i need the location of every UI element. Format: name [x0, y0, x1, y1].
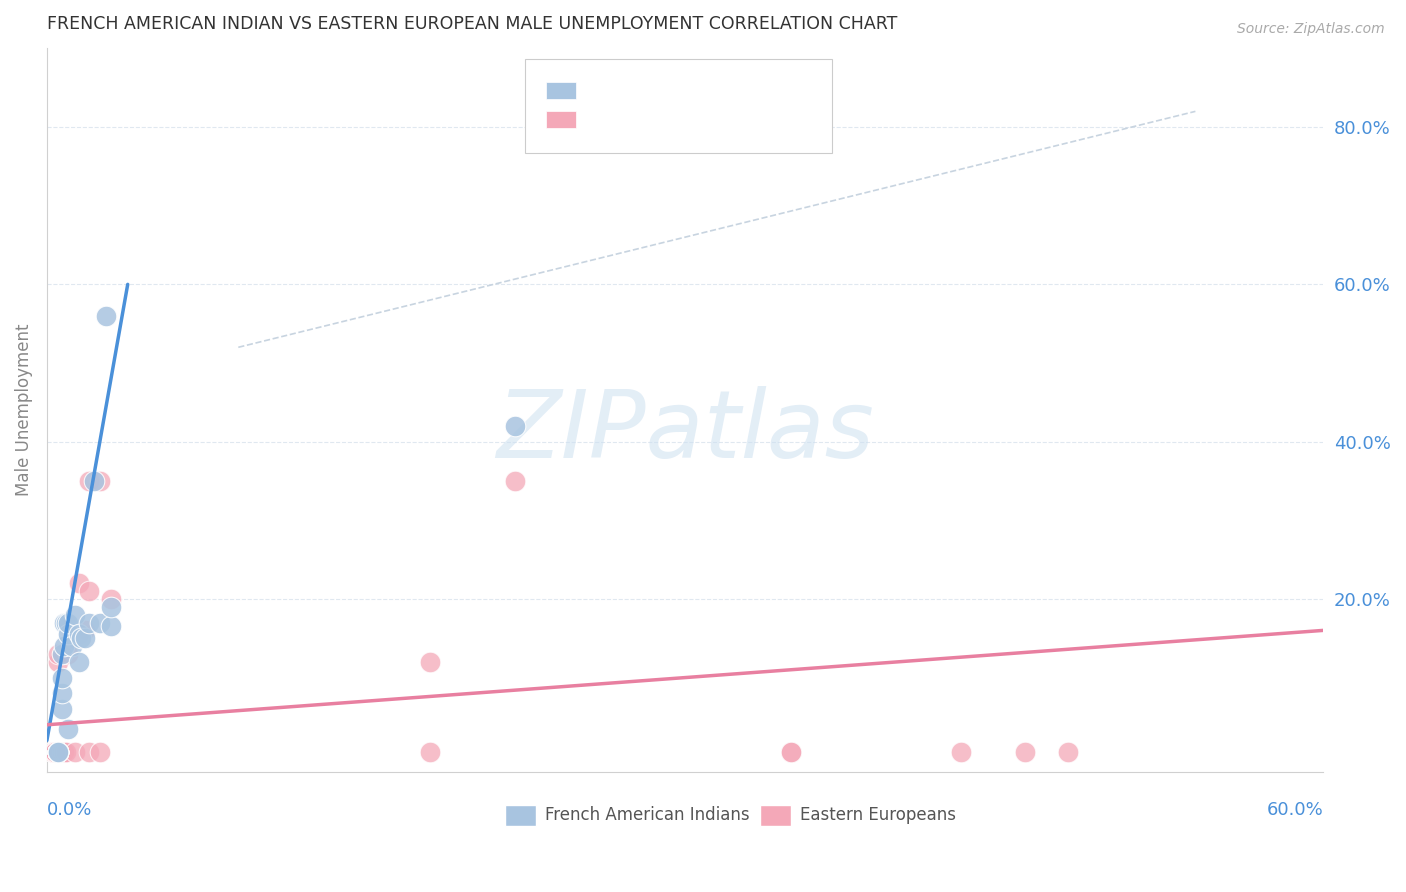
Point [56, 722, 79, 736]
Point [46, 745, 69, 759]
Point [44, 745, 66, 759]
Point [67, 627, 90, 641]
Point [42, 745, 65, 759]
Point [51, 745, 73, 759]
Point [46, 745, 69, 759]
Text: French American Indians: French American Indians [544, 806, 749, 824]
Text: N = 44: N = 44 [709, 111, 776, 128]
FancyBboxPatch shape [546, 111, 576, 128]
Point [44, 745, 66, 759]
Point [44, 745, 66, 759]
Point [46, 745, 69, 759]
Point [96, 309, 118, 323]
Text: ZIPatlas: ZIPatlas [496, 386, 875, 477]
Point [52, 745, 75, 759]
Point [46, 745, 69, 759]
Point [46, 745, 69, 759]
Point [1056, 745, 1078, 759]
Text: 60.0%: 60.0% [1267, 801, 1323, 819]
Point [46, 745, 69, 759]
Point [46, 745, 69, 759]
Point [1014, 745, 1036, 759]
Point [46, 745, 69, 759]
Point [100, 599, 122, 614]
Text: Source: ZipAtlas.com: Source: ZipAtlas.com [1237, 22, 1385, 37]
Point [42, 745, 65, 759]
Point [46, 655, 69, 669]
Point [52, 639, 75, 653]
Point [79, 745, 101, 759]
Point [52, 615, 75, 630]
Point [46, 745, 69, 759]
FancyBboxPatch shape [526, 59, 832, 153]
Point [46, 745, 69, 759]
Point [46, 745, 69, 759]
Point [83, 474, 105, 488]
Point [75, 632, 97, 646]
Point [46, 745, 69, 759]
Text: 0.0%: 0.0% [46, 801, 93, 819]
Point [70, 632, 93, 646]
Point [79, 584, 101, 599]
Text: R = 0.153: R = 0.153 [591, 111, 689, 128]
Point [55, 615, 77, 630]
Point [780, 745, 803, 759]
Point [79, 474, 101, 488]
Point [44, 745, 66, 759]
FancyBboxPatch shape [505, 805, 536, 826]
Text: R = 0.726: R = 0.726 [591, 81, 689, 99]
Point [51, 702, 73, 716]
Point [46, 647, 69, 661]
Point [419, 745, 441, 759]
Point [56, 627, 79, 641]
Text: Eastern Europeans: Eastern Europeans [800, 806, 956, 824]
Point [52, 745, 75, 759]
Point [42, 745, 65, 759]
Point [56, 647, 79, 661]
FancyBboxPatch shape [761, 805, 790, 826]
Point [46, 745, 69, 759]
Point [51, 671, 73, 685]
Point [46, 745, 69, 759]
Point [503, 419, 526, 434]
Point [503, 474, 526, 488]
Point [780, 745, 803, 759]
Point [55, 745, 77, 759]
Point [75, 624, 97, 638]
Point [950, 745, 973, 759]
Point [63, 607, 86, 622]
Point [51, 647, 73, 661]
Point [100, 591, 122, 606]
Point [67, 576, 90, 591]
Point [419, 655, 441, 669]
Point [46, 745, 69, 759]
Point [62, 639, 84, 653]
Point [89, 474, 111, 488]
Point [56, 615, 79, 630]
Point [89, 745, 111, 759]
Point [42, 745, 65, 759]
Point [89, 615, 111, 630]
Point [46, 745, 69, 759]
Y-axis label: Male Unemployment: Male Unemployment [15, 324, 32, 497]
Point [67, 655, 90, 669]
Point [42, 745, 65, 759]
Point [46, 745, 69, 759]
Point [46, 745, 69, 759]
Point [100, 619, 122, 633]
FancyBboxPatch shape [546, 82, 576, 99]
Point [51, 686, 73, 700]
Point [63, 745, 86, 759]
Point [46, 745, 69, 759]
Text: N =  31: N = 31 [709, 81, 782, 99]
Text: FRENCH AMERICAN INDIAN VS EASTERN EUROPEAN MALE UNEMPLOYMENT CORRELATION CHART: FRENCH AMERICAN INDIAN VS EASTERN EUROPE… [46, 15, 897, 33]
Point [79, 615, 101, 630]
